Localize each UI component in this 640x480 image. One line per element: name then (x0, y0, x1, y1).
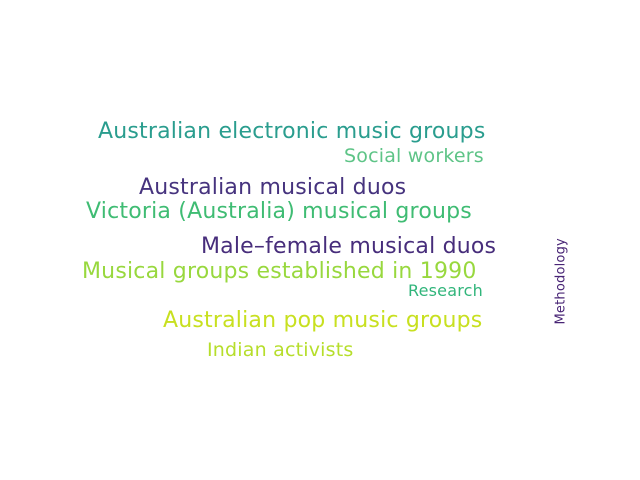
word-methodology: Methodology (553, 238, 569, 325)
word-indian-activists: Indian activists (207, 339, 354, 361)
word-male-female-musical-duos: Male–female musical duos (201, 234, 497, 259)
word-musical-groups-established-1990: Musical groups established in 1990 (82, 259, 477, 284)
word-australian-electronic-music-groups: Australian electronic music groups (98, 119, 486, 144)
word-victoria-australia-musical-groups: Victoria (Australia) musical groups (86, 199, 472, 224)
word-australian-pop-music-groups: Australian pop music groups (163, 308, 483, 333)
word-australian-musical-duos: Australian musical duos (139, 175, 407, 200)
word-research: Research (408, 281, 483, 300)
word-social-workers: Social workers (344, 145, 484, 167)
